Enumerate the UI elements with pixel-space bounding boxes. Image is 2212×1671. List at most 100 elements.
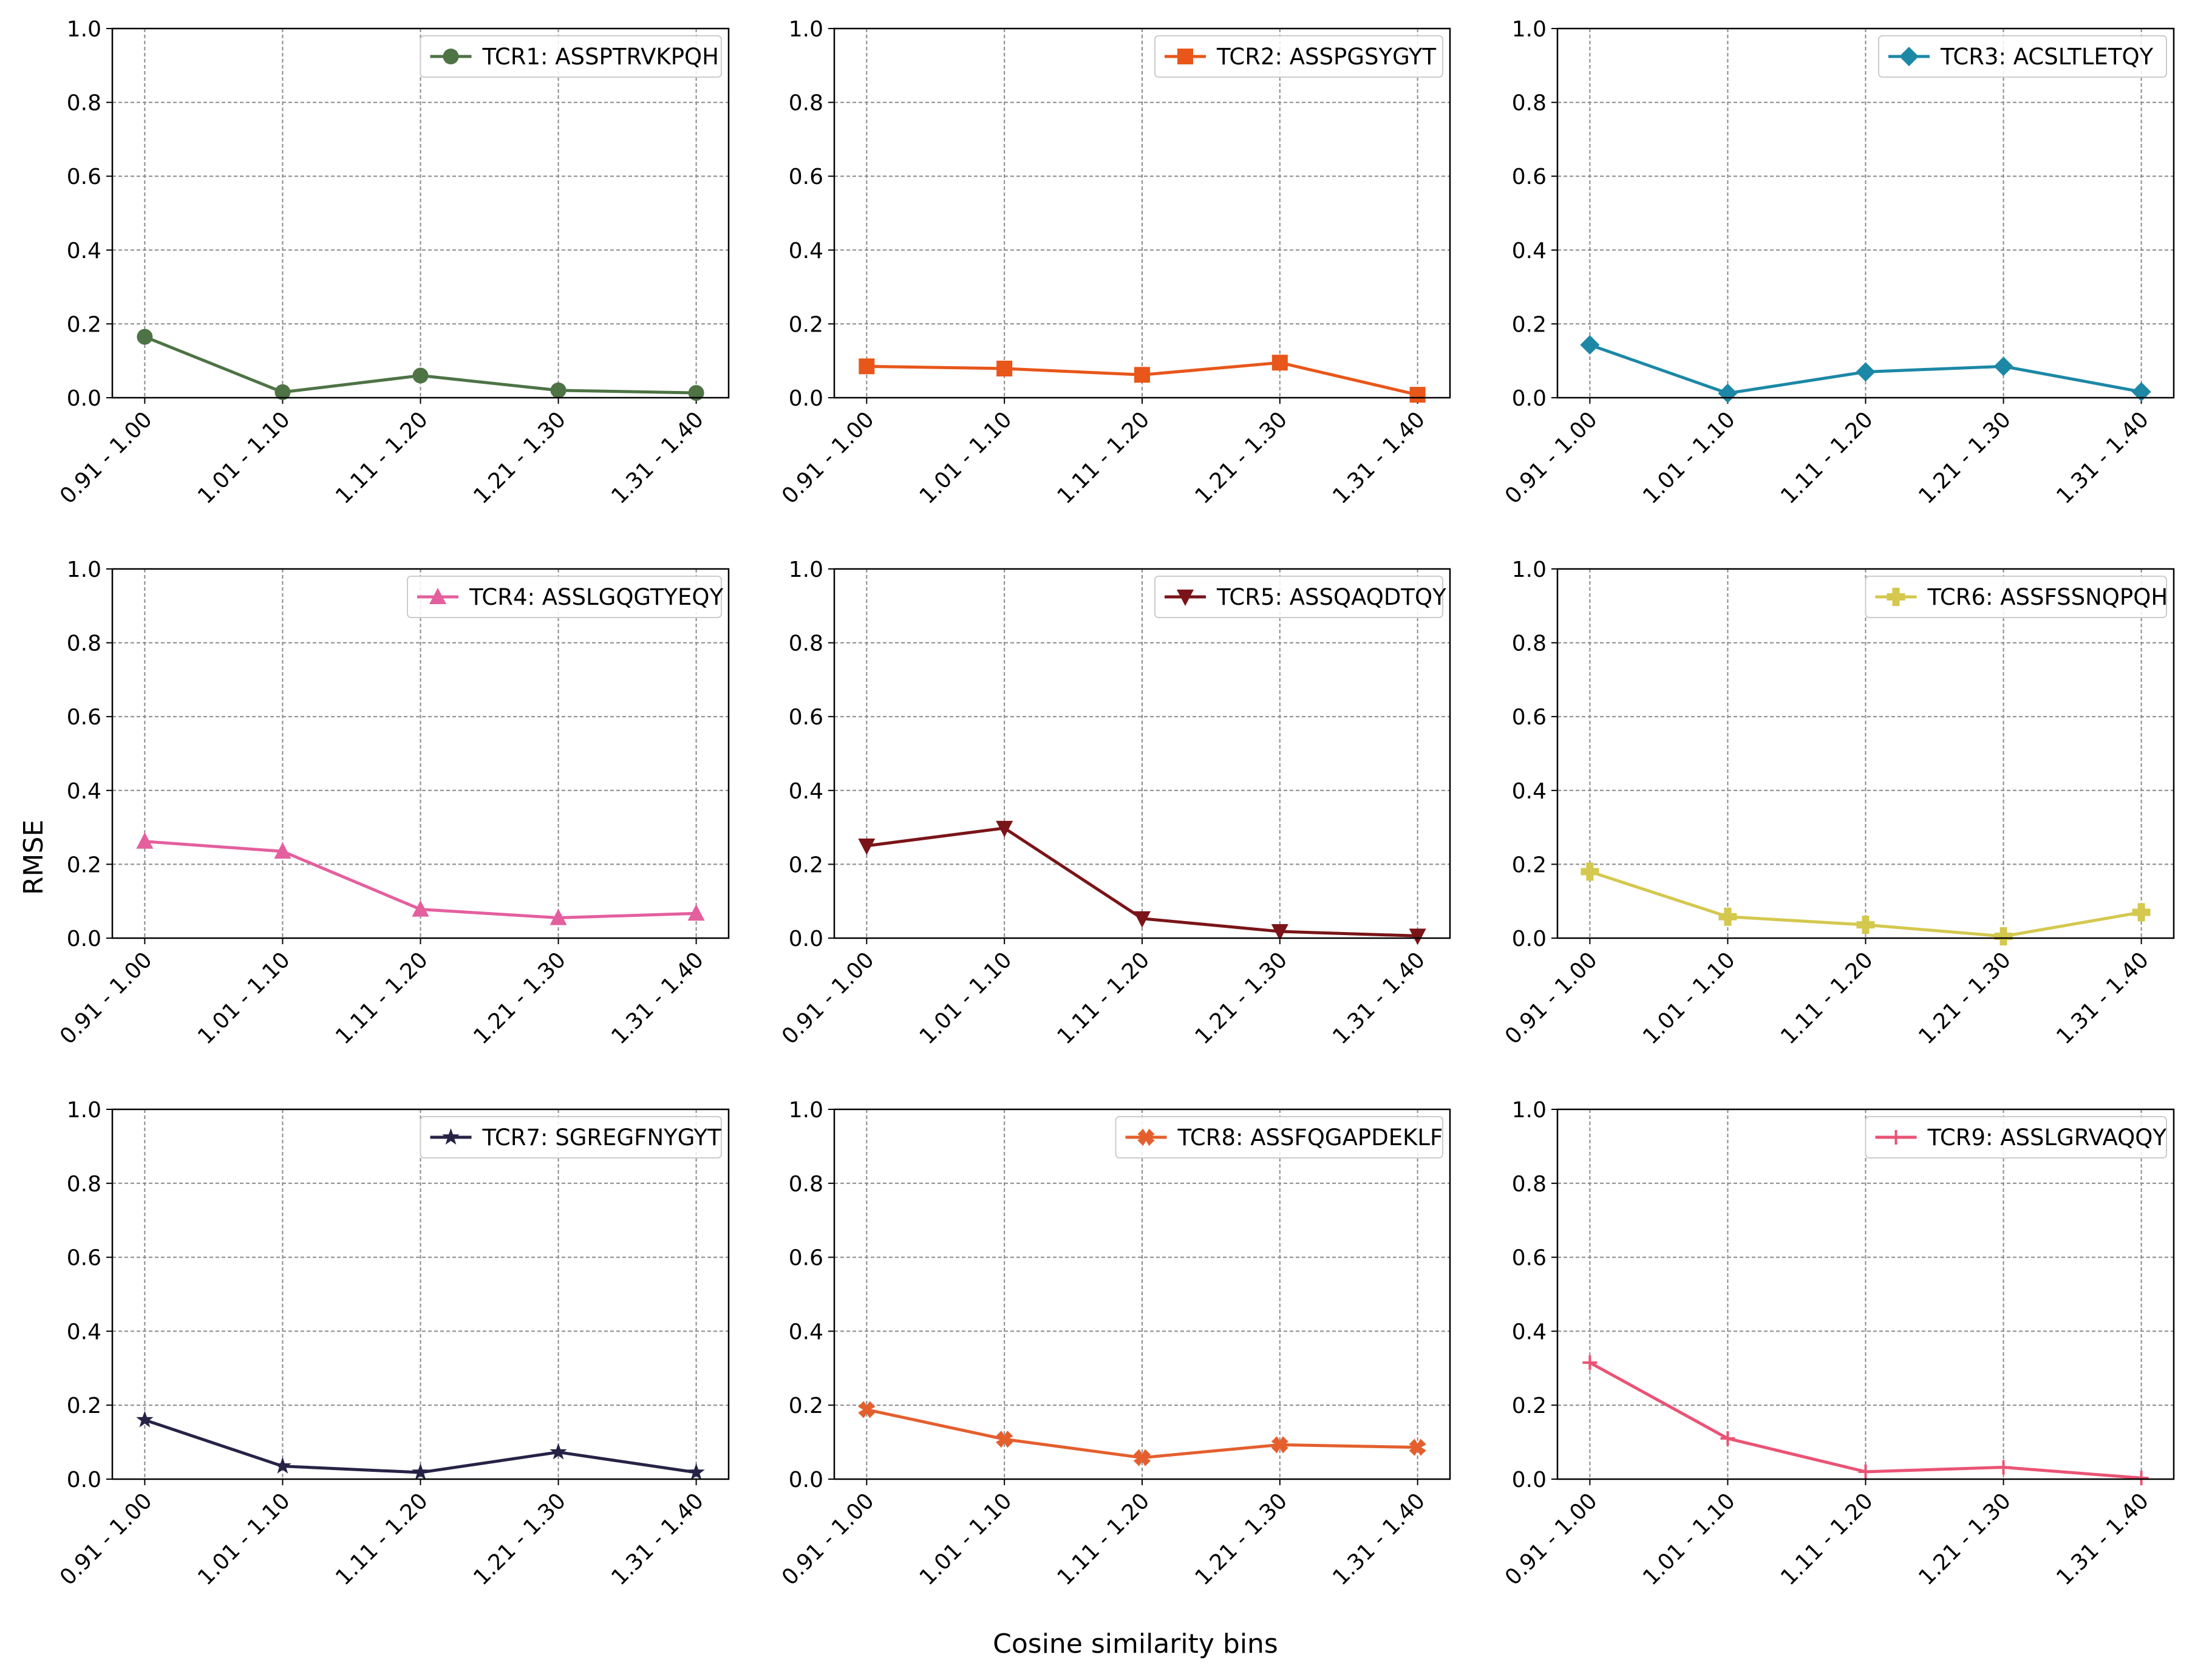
y-tick-label: 0.0 — [67, 927, 101, 951]
legend-box — [1865, 576, 2167, 618]
subplot-2: 0.0 0.2 0.4 0.6 0.8 1.0 0.91 - 1.00 1.01 - 1.10… — [777, 17, 1451, 509]
x-tick-label: 1.31 - 1.40 — [1328, 947, 1430, 1049]
data-point — [1993, 356, 2013, 376]
x-tick-label: 1.01 - 1.10 — [915, 1488, 1017, 1590]
y-tick-label: 0.8 — [1512, 631, 1547, 656]
legend: TCR5: ASSQAQDTQY — [1154, 576, 1446, 618]
data-point — [1580, 335, 1600, 355]
data-point — [1134, 911, 1151, 928]
x-tick-label: 1.01 - 1.10 — [1638, 407, 1740, 509]
y-tick-label: 1.0 — [1512, 1098, 1547, 1123]
x-tick-label: 0.91 - 1.00 — [1500, 1488, 1602, 1590]
grid-lines — [834, 568, 1450, 939]
data-point — [1582, 1355, 1598, 1370]
y-tick-label: 0.6 — [67, 705, 101, 730]
x-tick-label: 1.01 - 1.10 — [193, 1488, 295, 1590]
legend-label: TCR5: ASSQAQDTQY — [1216, 584, 1446, 610]
x-tick-label: 1.11 - 1.20 — [1776, 1488, 1878, 1590]
data-point — [1718, 907, 1737, 926]
grid-lines — [834, 28, 1450, 398]
data-point — [858, 839, 876, 855]
data-point — [1271, 355, 1288, 371]
data-point — [2132, 903, 2151, 922]
y-tick-label: 0.8 — [789, 91, 823, 116]
legend-box — [1154, 576, 1443, 618]
y-tick-label: 1.0 — [67, 17, 101, 42]
x-tick-label: 0.91 - 1.00 — [55, 1488, 157, 1590]
legend-box — [407, 576, 722, 618]
y-tick-label: 0.6 — [67, 165, 101, 189]
x-tick-label: 1.31 - 1.40 — [607, 1488, 709, 1590]
x-tick-label: 1.21 - 1.30 — [469, 1488, 571, 1590]
subplot-1: 0.0 0.2 0.4 0.6 0.8 1.0 0.91 - 1.00 1.01 - 1.10… — [55, 17, 730, 509]
plot-frame — [111, 27, 730, 399]
data-point — [858, 1401, 876, 1418]
legend-label: TCR2: ASSPGSYGYT — [1216, 44, 1437, 70]
legend-marker — [1137, 1128, 1155, 1146]
y-tick-label: 0.4 — [1512, 779, 1547, 804]
legend-box — [420, 35, 722, 78]
data-point — [1720, 1431, 1735, 1446]
legend-marker — [1177, 49, 1193, 64]
plot-frame — [1556, 27, 2175, 399]
subplot-5: 0.0 0.2 0.4 0.6 0.8 1.0 0.91 - 1.00 1.01 - 1.10… — [777, 557, 1451, 1049]
data-point — [1409, 1438, 1426, 1456]
legend-marker — [1887, 588, 1905, 606]
y-tick-label: 0.2 — [1512, 1394, 1547, 1418]
data-point — [1271, 1436, 1288, 1454]
legend: TCR2: ASSPGSYGYT — [1154, 35, 1443, 78]
y-tick-label: 0.0 — [789, 1468, 823, 1492]
data-point — [412, 1463, 429, 1480]
x-tick-label: 1.01 - 1.10 — [915, 407, 1017, 509]
legend-label: TCR6: ASSFSSNQPQH — [1927, 584, 2168, 610]
y-tick-label: 1.0 — [1512, 17, 1547, 42]
y-tick-label: 1.0 — [67, 557, 101, 582]
subplot-3: 0.0 0.2 0.4 0.6 0.8 1.0 0.91 - 1.00 1.01 - 1.10… — [1500, 17, 2175, 509]
y-tick-label: 0.0 — [1512, 1468, 1547, 1492]
legend-label: TCR1: ASSPTRVKPQH — [482, 44, 719, 70]
data-point — [859, 358, 875, 375]
y-tick-label: 0.8 — [67, 1172, 101, 1197]
y-tick-label: 0.8 — [67, 91, 101, 116]
data-point — [996, 1431, 1013, 1448]
x-tick-label: 0.91 - 1.00 — [777, 947, 879, 1049]
y-tick-label: 0.0 — [67, 1468, 101, 1492]
legend: TCR8: ASSFQGAPDEKLF — [1115, 1116, 1443, 1159]
grid-lines — [112, 28, 729, 398]
data-point — [1409, 928, 1426, 945]
x-tick-label: 0.91 - 1.00 — [777, 407, 879, 509]
plot-frame — [1556, 568, 2175, 939]
y-tick-label: 1.0 — [789, 17, 823, 42]
x-tick-label: 1.11 - 1.20 — [1776, 947, 1878, 1049]
x-tick-label: 1.31 - 1.40 — [2052, 407, 2154, 509]
grid-lines — [1557, 28, 2174, 398]
y-tick-label: 0.6 — [1512, 705, 1547, 730]
data-point — [1134, 367, 1150, 383]
y-tick-label: 0.8 — [789, 631, 823, 656]
subplot-8: 0.0 0.2 0.4 0.6 0.8 1.0 0.91 - 1.00 1.01 - 1.10… — [777, 1098, 1451, 1590]
data-point — [1718, 383, 1738, 403]
legend-box — [1865, 1116, 2167, 1159]
data-point — [996, 360, 1013, 376]
x-tick-label: 1.21 - 1.30 — [469, 407, 571, 509]
y-tick-label: 0.0 — [789, 927, 823, 951]
x-tick-label: 1.31 - 1.40 — [1328, 1488, 1430, 1590]
y-tick-label: 0.0 — [789, 386, 823, 411]
grid-lines — [1557, 1109, 2174, 1480]
x-tick-label: 1.21 - 1.30 — [1914, 947, 2016, 1049]
x-tick-label: 1.11 - 1.20 — [1776, 407, 1878, 509]
x-tick-label: 1.21 - 1.30 — [469, 947, 571, 1049]
x-tick-label: 1.21 - 1.30 — [1190, 947, 1292, 1049]
x-axis-title: Cosine similarity bins — [993, 1628, 1278, 1659]
x-tick-label: 1.31 - 1.40 — [607, 407, 709, 509]
legend: TCR4: ASSLGQGTYEQY — [407, 576, 723, 618]
data-point — [550, 382, 567, 398]
grid-lines — [112, 1109, 729, 1480]
y-tick-label: 0.2 — [789, 853, 823, 877]
subplot-6: 0.0 0.2 0.4 0.6 0.8 1.0 0.91 - 1.00 1.01 - 1.10… — [1500, 557, 2175, 1049]
y-tick-label: 0.8 — [67, 631, 101, 656]
data-point — [687, 1463, 705, 1480]
x-tick-label: 1.31 - 1.40 — [607, 947, 709, 1049]
legend-marker — [442, 1128, 460, 1145]
